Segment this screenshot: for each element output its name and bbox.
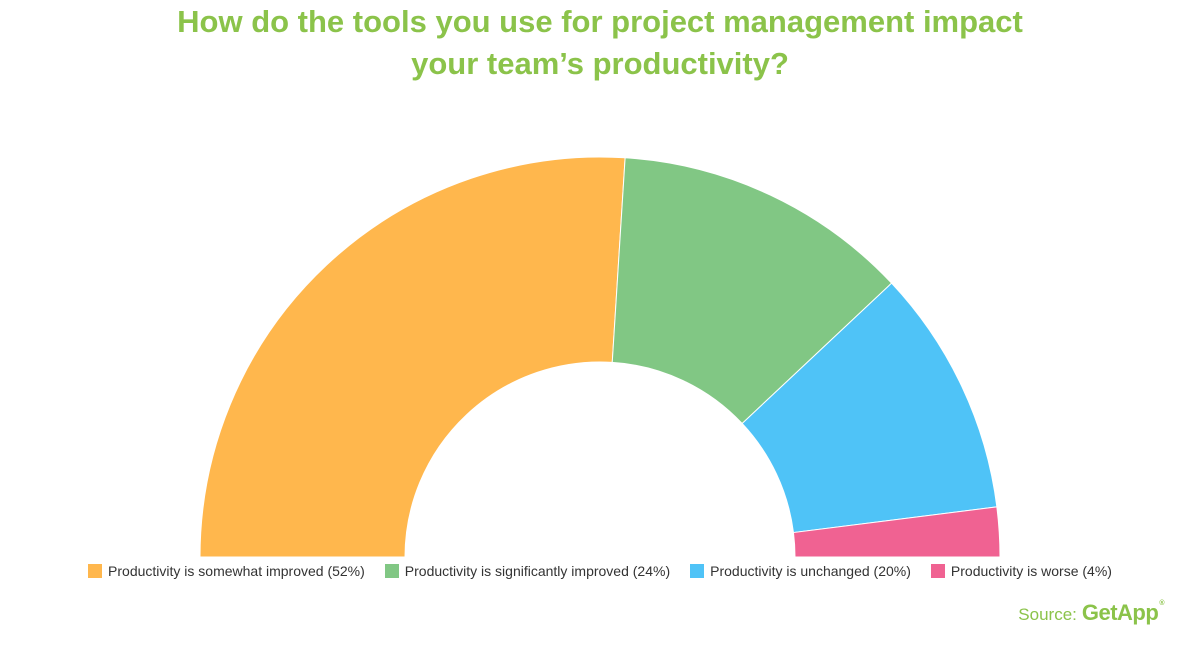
legend-item-significantly-improved: Productivity is significantly improved (… (384, 563, 671, 579)
legend-label: Productivity is worse (4%) (950, 563, 1112, 579)
legend-label: Productivity is unchanged (20%) (710, 563, 911, 579)
getapp-logo-text: GetApp (1081, 600, 1159, 625)
legend-item-somewhat-improved: Productivity is somewhat improved (52%) (88, 563, 365, 579)
legend-item-unchanged: Productivity is unchanged (20%) (690, 563, 911, 579)
legend-swatch (88, 564, 103, 578)
legend-label: Productivity is significantly improved (… (404, 563, 671, 579)
chart-title-line-1: How do the tools you use for project man… (177, 4, 1023, 39)
chart-slice-4 (792, 506, 1001, 558)
legend-swatch (930, 564, 945, 578)
legend-swatch (690, 564, 705, 578)
chart-title-line-2: your team’s productivity? (411, 46, 789, 81)
chart-title: How do the tools you use for project man… (0, 1, 1200, 85)
chart-slice-1 (199, 156, 626, 558)
getapp-logo: GetApp® (1081, 600, 1165, 626)
chart-slice-3 (741, 282, 998, 534)
chart-slices (199, 156, 1001, 558)
chart-legend: Productivity is somewhat improved (52%) … (0, 561, 1200, 581)
legend-label: Productivity is somewhat improved (52%) (108, 563, 365, 579)
registered-mark: ® (1159, 600, 1164, 607)
legend-item-worse: Productivity is worse (4%) (930, 563, 1112, 579)
legend-swatch (384, 564, 399, 578)
source-label: Source: (1018, 605, 1077, 624)
chart-slice-2 (611, 157, 893, 425)
source-credit: Source: GetApp® (1018, 600, 1164, 630)
